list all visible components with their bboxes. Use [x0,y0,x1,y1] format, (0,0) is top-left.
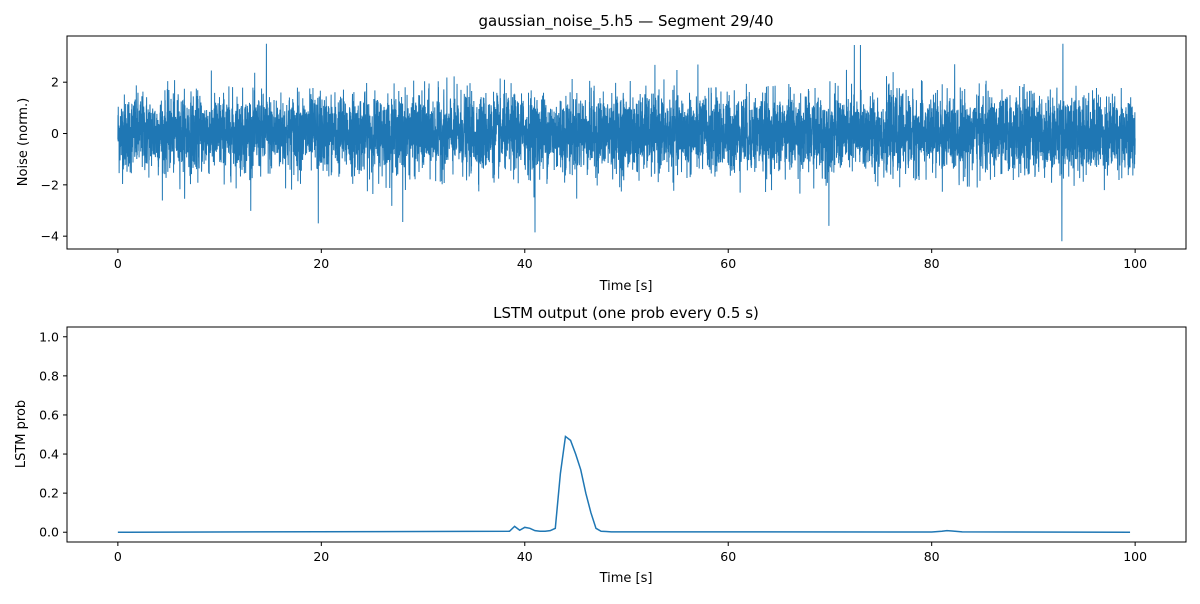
lstm-axes-frame [66,326,1187,543]
lstm-y-axis-label: LSTM prob [14,400,29,468]
lstm-x-tick-label: 40 [517,549,533,564]
noise-x-ticks: 0 20 40 60 80 100 [114,249,1147,271]
lstm-y-tick-label: 0.4 [39,447,59,462]
noise-x-tick-label: 20 [313,256,329,271]
lstm-x-tick-label: 80 [924,549,940,564]
noise-x-tick-label: 60 [720,256,736,271]
lstm-y-tick-label: 0.8 [39,368,59,383]
lstm-x-tick-label: 20 [313,549,329,564]
noise-x-tick-label: 80 [924,256,940,271]
lstm-x-tick-label: 0 [114,549,122,564]
lstm-y-tick-label: 0.6 [39,407,59,422]
noise-x-tick-label: 40 [517,256,533,271]
noise-chart: gaussian_noise_5.h5 — Segment 29/40 0 20 4… [16,12,1187,294]
lstm-series-line [117,435,1131,533]
lstm-y-tick-label: 1.0 [39,329,59,344]
lstm-x-tick-label: 60 [720,549,736,564]
noise-y-tick-label: −4 [41,229,59,244]
lstm-y-tick-label: 0.2 [39,486,59,501]
lstm-x-tick-label: 100 [1123,549,1147,564]
noise-y-axis-label: Noise (norm.) [16,98,31,186]
noise-y-tick-label: −2 [41,177,59,192]
noise-axes-frame [66,35,1187,250]
lstm-y-ticks: 0.0 0.2 0.4 0.6 0.8 1.0 [39,329,67,540]
lstm-chart-title: LSTM output (one prob every 0.5 s) [493,304,759,322]
noise-y-tick-label: 0 [51,126,59,141]
noise-y-tick-label: 2 [51,75,59,90]
noise-chart-title: gaussian_noise_5.h5 — Segment 29/40 [478,12,773,31]
lstm-plot-area [117,435,1131,533]
noise-x-tick-label: 100 [1123,256,1147,271]
lstm-x-axis-label: Time [s] [599,571,653,586]
noise-x-axis-label: Time [s] [599,279,653,294]
noise-series-line [117,43,1136,242]
lstm-x-ticks: 0 20 40 60 80 100 [114,542,1147,564]
noise-plot-area [117,43,1136,242]
noise-y-ticks: −4 −2 0 2 [41,75,67,244]
noise-x-tick-label: 0 [114,256,122,271]
lstm-y-tick-label: 0.0 [39,525,59,540]
lstm-chart: LSTM output (one prob every 0.5 s) 0 20 40… [14,304,1187,586]
